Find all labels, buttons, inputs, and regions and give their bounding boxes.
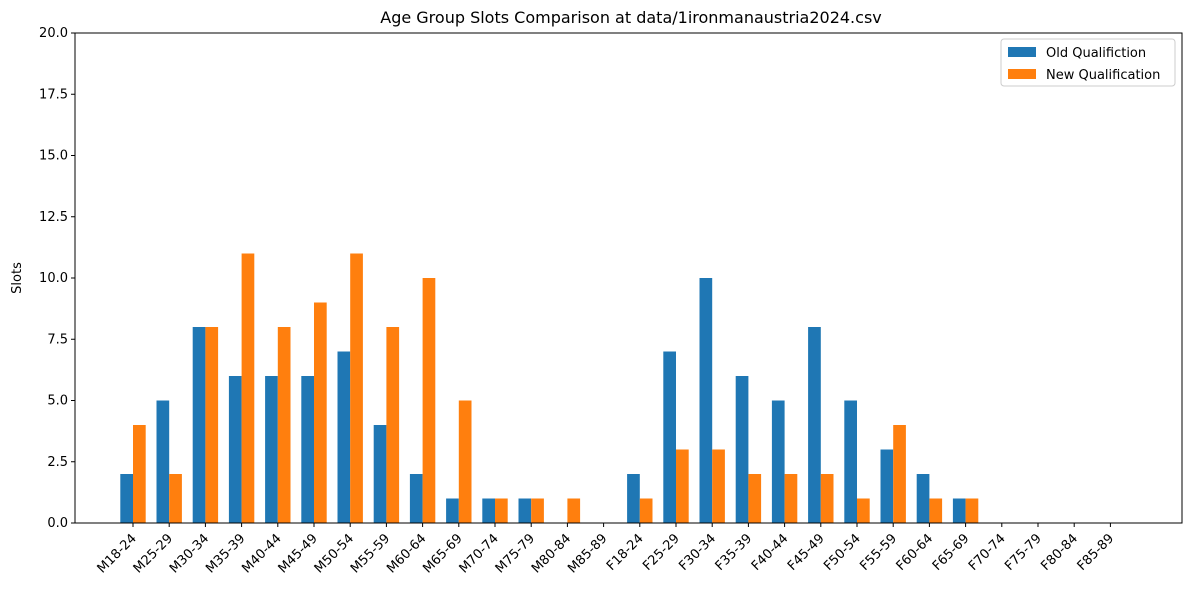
- y-axis-label: Slots: [10, 262, 25, 294]
- bar-old-f60-64: [916, 474, 930, 523]
- x-tick-label: M75-79: [493, 531, 538, 576]
- y-tick-label: 12.5: [39, 210, 68, 225]
- bar-new-f35-39: [748, 474, 762, 523]
- bar-new-m65-69: [458, 400, 472, 523]
- bar-new-m55-59: [386, 327, 400, 523]
- bar-old-m45-49: [301, 376, 314, 523]
- bar-new-f50-54: [857, 498, 870, 523]
- y-tick-label: 15.0: [39, 149, 68, 164]
- x-tick-label: M30-34: [167, 531, 212, 576]
- legend-swatch: [1008, 69, 1036, 79]
- bar-old-m55-59: [373, 425, 387, 523]
- x-tick-label: M85-89: [565, 531, 610, 576]
- x-axis-ticks: M18-24M25-29M30-34M35-39M40-44M45-49M50-…: [95, 523, 1118, 576]
- bar-old-m35-39: [228, 376, 242, 523]
- y-tick-label: 0.0: [47, 516, 68, 531]
- y-tick-label: 2.5: [47, 455, 68, 470]
- bar-new-m40-44: [277, 327, 291, 523]
- x-tick-label: F30-34: [676, 531, 719, 574]
- bar-old-m25-29: [156, 400, 170, 523]
- x-tick-label: F40-44: [749, 531, 792, 574]
- plot-area-frame: [74, 32, 1183, 524]
- bar-new-m45-49: [314, 302, 327, 523]
- x-tick-label: M50-54: [312, 531, 357, 576]
- bar-new-m60-64: [422, 278, 436, 523]
- bar-old-m18-24: [120, 474, 133, 523]
- x-tick-label: M40-44: [239, 531, 284, 576]
- bar-old-m50-54: [337, 351, 351, 523]
- bar-old-m40-44: [265, 376, 278, 523]
- legend-label: Old Qualifiction: [1046, 46, 1146, 61]
- bar-new-m35-39: [241, 253, 255, 523]
- x-tick-label: F35-39: [713, 531, 756, 574]
- bar-old-f40-44: [771, 400, 785, 523]
- x-tick-label: F85-89: [1075, 531, 1118, 574]
- x-tick-label: F50-54: [821, 531, 864, 574]
- legend-swatch: [1008, 47, 1036, 57]
- bar-new-f25-29: [676, 449, 689, 523]
- x-tick-label: M65-69: [420, 531, 465, 576]
- x-tick-label: F65-69: [930, 531, 973, 574]
- bar-old-f30-34: [699, 278, 713, 523]
- y-tick-label: 7.5: [47, 332, 68, 347]
- bar-new-m70-74: [495, 498, 508, 523]
- bar-new-m30-34: [205, 327, 219, 523]
- x-tick-label: F18-24: [604, 531, 647, 574]
- y-tick-label: 5.0: [47, 394, 68, 409]
- legend-box: [1000, 38, 1176, 87]
- bar-new-f45-49: [820, 474, 834, 523]
- legend: Old Qualifiction New Qualification: [1000, 38, 1176, 87]
- x-tick-label: M18-24: [95, 531, 140, 576]
- bar-old-f65-69: [952, 498, 966, 523]
- y-tick-label: 17.5: [39, 87, 68, 102]
- x-tick-label: M55-59: [348, 531, 393, 576]
- bar-old-f50-54: [844, 400, 857, 523]
- bar-old-f45-49: [808, 327, 821, 523]
- bar-old-m70-74: [482, 498, 495, 523]
- bar-new-m18-24: [133, 425, 146, 523]
- bar-new-m75-79: [531, 498, 544, 523]
- bar-old-m75-79: [518, 498, 532, 523]
- x-tick-label: F70-74: [966, 531, 1009, 574]
- bar-new-f60-64: [929, 498, 943, 523]
- bar-old-m60-64: [409, 474, 423, 523]
- bar-new-m50-54: [350, 253, 363, 523]
- x-tick-label: F80-84: [1038, 531, 1081, 574]
- bar-old-m30-34: [192, 327, 206, 523]
- chart-title: Age Group Slots Comparison at data/1iron…: [380, 8, 882, 27]
- x-tick-label: M70-74: [457, 531, 502, 576]
- x-tick-label: F60-64: [894, 531, 937, 574]
- y-axis-ticks: 0.0 2.5 5.0 7.5 10.0 12.5 15.0 17.5 20.0: [39, 26, 75, 531]
- y-tick-label: 10.0: [39, 271, 68, 286]
- x-tick-label: F45-49: [785, 531, 828, 574]
- bar-new-f55-59: [893, 425, 906, 523]
- bar-new-f30-34: [712, 449, 725, 523]
- bar-old-m65-69: [446, 498, 459, 523]
- bar-old-f18-24: [627, 474, 640, 523]
- x-tick-label: F75-79: [1002, 531, 1045, 574]
- x-tick-label: M45-49: [276, 531, 321, 576]
- x-tick-label: F25-29: [640, 531, 683, 574]
- bar-new-m25-29: [169, 474, 182, 523]
- legend-label: New Qualification: [1046, 68, 1160, 83]
- bar-new-f18-24: [639, 498, 653, 523]
- bar-old-f25-29: [663, 351, 676, 523]
- bar-old-f55-59: [880, 449, 894, 523]
- bar-new-m80-84: [567, 498, 581, 523]
- bar-old-f35-39: [735, 376, 749, 523]
- x-tick-label: M80-84: [529, 531, 574, 576]
- y-tick-label: 20.0: [39, 26, 68, 41]
- x-tick-label: F55-59: [857, 531, 900, 574]
- x-tick-label: M60-64: [384, 531, 429, 576]
- bar-series-group: [120, 253, 979, 523]
- x-tick-label: M25-29: [131, 531, 176, 576]
- bar-new-f40-44: [784, 474, 798, 523]
- x-tick-label: M35-39: [203, 531, 248, 576]
- bar-new-f65-69: [965, 498, 979, 523]
